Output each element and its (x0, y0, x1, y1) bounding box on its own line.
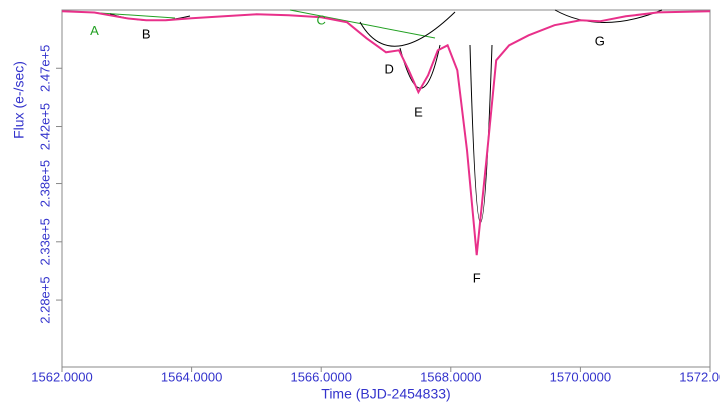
x-tick-label: 1564.0000 (161, 369, 222, 384)
annotation: B (142, 27, 151, 42)
fit-d (359, 11, 456, 47)
annotation: E (414, 105, 423, 120)
x-tick-label: 1572.0000 (679, 369, 720, 384)
y-tick-label: 2.28e+5 (37, 276, 52, 323)
y-tick-label: 2.47e+5 (37, 45, 52, 92)
x-tick-label: 1562.0000 (31, 369, 92, 384)
y-tick-label: 2.38e+5 (37, 160, 52, 207)
annotation: A (90, 23, 99, 38)
fit-c (289, 9, 436, 39)
annotation: C (317, 13, 326, 28)
plot-frame (61, 9, 711, 368)
y-tick-label: 2.42e+5 (37, 103, 52, 150)
y-tick-label: 2.33e+5 (37, 218, 52, 265)
x-axis-label: Time (BJD-2454833) (321, 386, 450, 402)
x-tick-label: 1570.0000 (550, 369, 611, 384)
annotation: G (595, 34, 605, 49)
fit-g (554, 9, 663, 23)
x-tick-label: 1566.0000 (290, 369, 351, 384)
annotation: F (473, 270, 481, 285)
annotation: D (385, 62, 394, 77)
y-axis-label: Flux (e-/sec) (11, 61, 27, 139)
flux-line (61, 10, 711, 256)
x-tick-label: 1568.0000 (420, 369, 481, 384)
